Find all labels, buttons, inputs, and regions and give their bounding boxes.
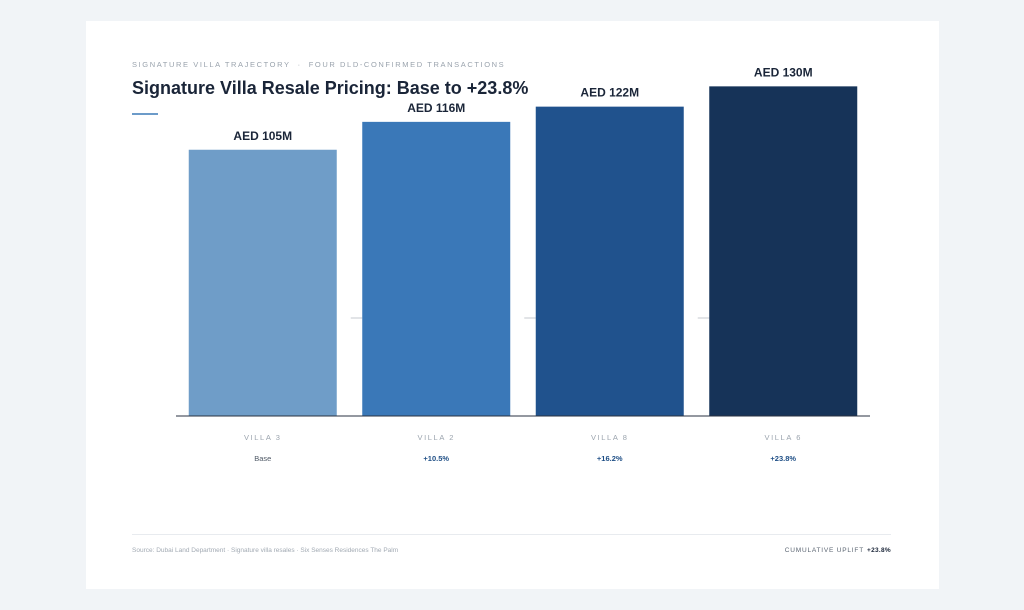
eyebrow-right: FOUR DLD-CONFIRMED TRANSACTIONS: [308, 60, 506, 69]
bar: [535, 106, 684, 417]
bar-value-label: AED 122M: [580, 86, 639, 100]
category-label: VILLA 6: [765, 433, 802, 442]
bar: [362, 121, 511, 416]
bar: [709, 86, 858, 416]
cumulative-uplift-value: +23.8%: [866, 547, 891, 554]
bar-chart: AED 105M VILLA 3 Base AED 116M VILLA 2 +10.5%…: [176, 65, 870, 463]
title-accent-rule: [132, 113, 158, 115]
bar-value-label: AED 130M: [754, 65, 813, 79]
cumulative-uplift: CUMULATIVE UPLIFT +23.8%: [785, 547, 891, 554]
change-label: Base: [254, 454, 271, 463]
change-label: +23.8%: [770, 454, 796, 463]
cumulative-uplift-label: CUMULATIVE UPLIFT: [784, 547, 864, 554]
chart-card: SIGNATURE VILLA TRAJECTORY · FOUR DLD-CONF…: [86, 21, 939, 589]
source-note: Source: Dubai Land Department · Signatur…: [132, 547, 399, 554]
bar-value-label: AED 116M: [407, 101, 465, 115]
bar: [188, 149, 337, 416]
eyebrow-left: SIGNATURE VILLA TRAJECTORY: [132, 60, 291, 69]
category-label: VILLA 8: [591, 433, 628, 442]
eyebrow: SIGNATURE VILLA TRAJECTORY · FOUR DLD-CONF…: [132, 60, 505, 69]
category-label: VILLA 2: [418, 433, 455, 442]
change-label: +16.2%: [597, 454, 623, 463]
chart-title: Signature Villa Resale Pricing: Base to …: [132, 78, 529, 98]
category-label: VILLA 3: [244, 433, 281, 442]
bar-value-label: AED 105M: [233, 129, 292, 143]
footer-divider: [132, 534, 891, 535]
change-label: +10.5%: [423, 454, 449, 463]
eyebrow-separator: ·: [297, 60, 302, 69]
